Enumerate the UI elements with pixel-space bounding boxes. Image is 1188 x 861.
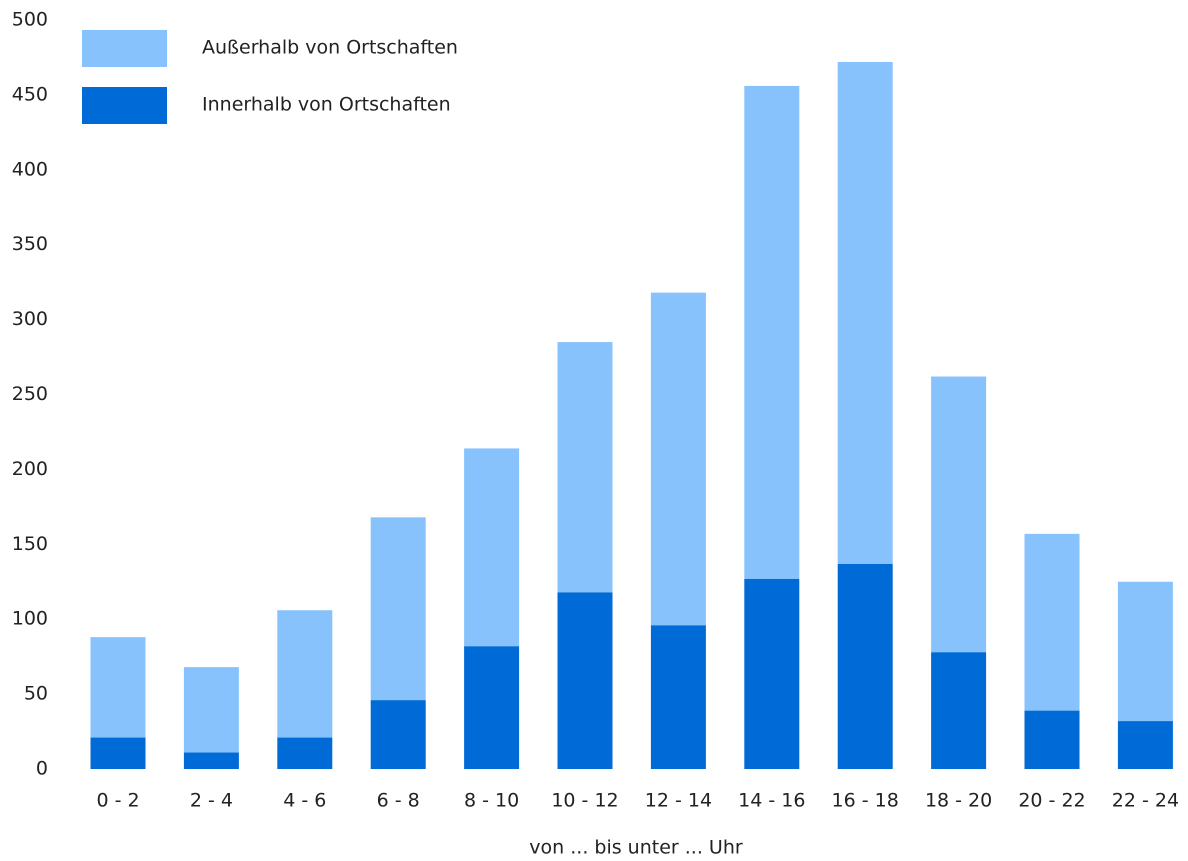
- bar-segment: [1117, 581, 1173, 722]
- x-tick-label: 12 - 14: [645, 790, 712, 812]
- x-axis-title: von ... bis unter ... Uhr: [529, 837, 743, 859]
- bar-segment: [464, 646, 520, 769]
- y-tick-label: 200: [12, 458, 48, 480]
- y-tick-label: 50: [24, 683, 48, 705]
- y-tick-label: 350: [12, 233, 48, 255]
- bar-segment: [650, 625, 706, 769]
- bar-segment: [744, 578, 800, 769]
- x-tick-label: 0 - 2: [96, 790, 139, 812]
- legend-label: Innerhalb von Ortschaften: [202, 94, 451, 116]
- bar-segment: [1024, 533, 1080, 711]
- bar-segment: [464, 448, 520, 647]
- bar-segment: [744, 85, 800, 579]
- x-tick-label: 18 - 20: [925, 790, 992, 812]
- bar-segment: [931, 376, 987, 653]
- bar-segment: [183, 667, 239, 753]
- bar-segment: [837, 563, 893, 769]
- bar-segment: [277, 610, 333, 738]
- bar-segment: [557, 592, 613, 769]
- y-tick-label: 0: [36, 758, 48, 780]
- bar-segment: [650, 292, 706, 626]
- bar-segment: [931, 652, 987, 769]
- y-tick-label: 250: [12, 383, 48, 405]
- legend-label: Außerhalb von Ortschaften: [202, 37, 458, 59]
- x-tick-label: 16 - 18: [832, 790, 899, 812]
- legend-swatch: [82, 87, 167, 124]
- legend-swatch: [82, 30, 167, 67]
- x-tick-label: 22 - 24: [1112, 790, 1179, 812]
- x-tick-label: 2 - 4: [190, 790, 233, 812]
- bar-segment: [837, 61, 893, 564]
- y-tick-label: 100: [12, 608, 48, 630]
- bar-segment: [557, 342, 613, 593]
- bar-segment: [1117, 721, 1173, 769]
- y-tick-label: 500: [12, 9, 48, 31]
- bar-segment: [277, 737, 333, 769]
- y-tick-label: 300: [12, 308, 48, 330]
- x-tick-label: 10 - 12: [551, 790, 618, 812]
- x-tick-label: 6 - 8: [377, 790, 420, 812]
- bar-segment: [370, 700, 426, 769]
- y-tick-label: 400: [12, 158, 48, 180]
- bar-segment: [370, 517, 426, 701]
- x-tick-label: 14 - 16: [738, 790, 805, 812]
- x-tick-label: 20 - 22: [1018, 790, 1085, 812]
- y-tick-label: 450: [12, 83, 48, 105]
- bar-segment: [90, 737, 146, 769]
- bar-segment: [183, 752, 239, 769]
- bar-segment: [90, 637, 146, 738]
- x-tick-label: 4 - 6: [283, 790, 326, 812]
- bar-segment: [1024, 710, 1080, 769]
- y-tick-label: 150: [12, 533, 48, 555]
- x-tick-label: 8 - 10: [464, 790, 519, 812]
